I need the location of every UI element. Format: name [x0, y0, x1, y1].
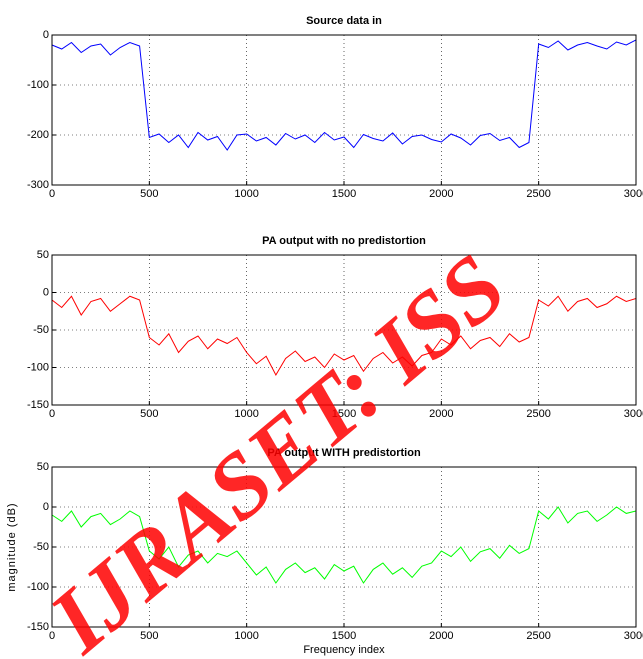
y-tick-label: -100 — [27, 79, 49, 91]
x-tick-label: 1000 — [234, 188, 258, 200]
y-tick-label: -300 — [27, 179, 49, 191]
x-tick-label: 0 — [49, 188, 55, 200]
x-tick-label: 500 — [140, 630, 158, 642]
x-tick-label: 3000 — [624, 188, 643, 200]
x-tick-label: 500 — [140, 408, 158, 420]
x-tick-label: 1000 — [234, 408, 258, 420]
y-tick-label: -150 — [27, 399, 49, 411]
y-tick-label: -100 — [27, 361, 49, 373]
x-tick-label: 0 — [49, 630, 55, 642]
y-tick-label: 50 — [37, 461, 49, 473]
data-line — [51, 39, 637, 151]
x-tick-label: 0 — [49, 408, 55, 420]
x-tick-label: 1500 — [332, 188, 356, 200]
x-tick-label: 2000 — [429, 630, 453, 642]
x-tick-label: 1000 — [234, 630, 258, 642]
x-tick-label: 2000 — [429, 188, 453, 200]
y-tick-label: -50 — [33, 324, 49, 336]
y-tick-label: -100 — [27, 581, 49, 593]
axes-frame — [51, 34, 637, 186]
y-tick-label: -50 — [33, 541, 49, 553]
y-tick-label: -200 — [27, 129, 49, 141]
x-axis-label: Frequency index — [303, 644, 385, 656]
watermark: IJRASET: ISS — [30, 235, 524, 659]
chart-title: Source data in — [306, 15, 382, 27]
y-tick-label: 0 — [43, 501, 49, 513]
axes-frame — [51, 466, 637, 628]
x-tick-label: 500 — [140, 188, 158, 200]
x-tick-label: 2500 — [526, 188, 550, 200]
axes-frame — [51, 254, 637, 406]
data-line — [51, 506, 637, 584]
y-tick-label: -150 — [27, 621, 49, 633]
chart-title: PA output with no predistortion — [262, 235, 426, 247]
x-tick-label: 2000 — [429, 408, 453, 420]
x-tick-label: 2500 — [526, 630, 550, 642]
x-tick-label: 3000 — [624, 408, 643, 420]
x-tick-label: 3000 — [624, 630, 643, 642]
chart-title: PA output WITH predistortion — [267, 447, 421, 459]
x-tick-label: 1500 — [332, 630, 356, 642]
y-tick-label: 50 — [37, 249, 49, 261]
x-tick-label: 1500 — [332, 408, 356, 420]
data-line — [51, 295, 637, 377]
x-tick-label: 2500 — [526, 408, 550, 420]
y-tick-label: 0 — [43, 286, 49, 298]
y-tick-label: 0 — [43, 29, 49, 41]
y-axis-label: magnitude (dB) — [6, 502, 18, 591]
